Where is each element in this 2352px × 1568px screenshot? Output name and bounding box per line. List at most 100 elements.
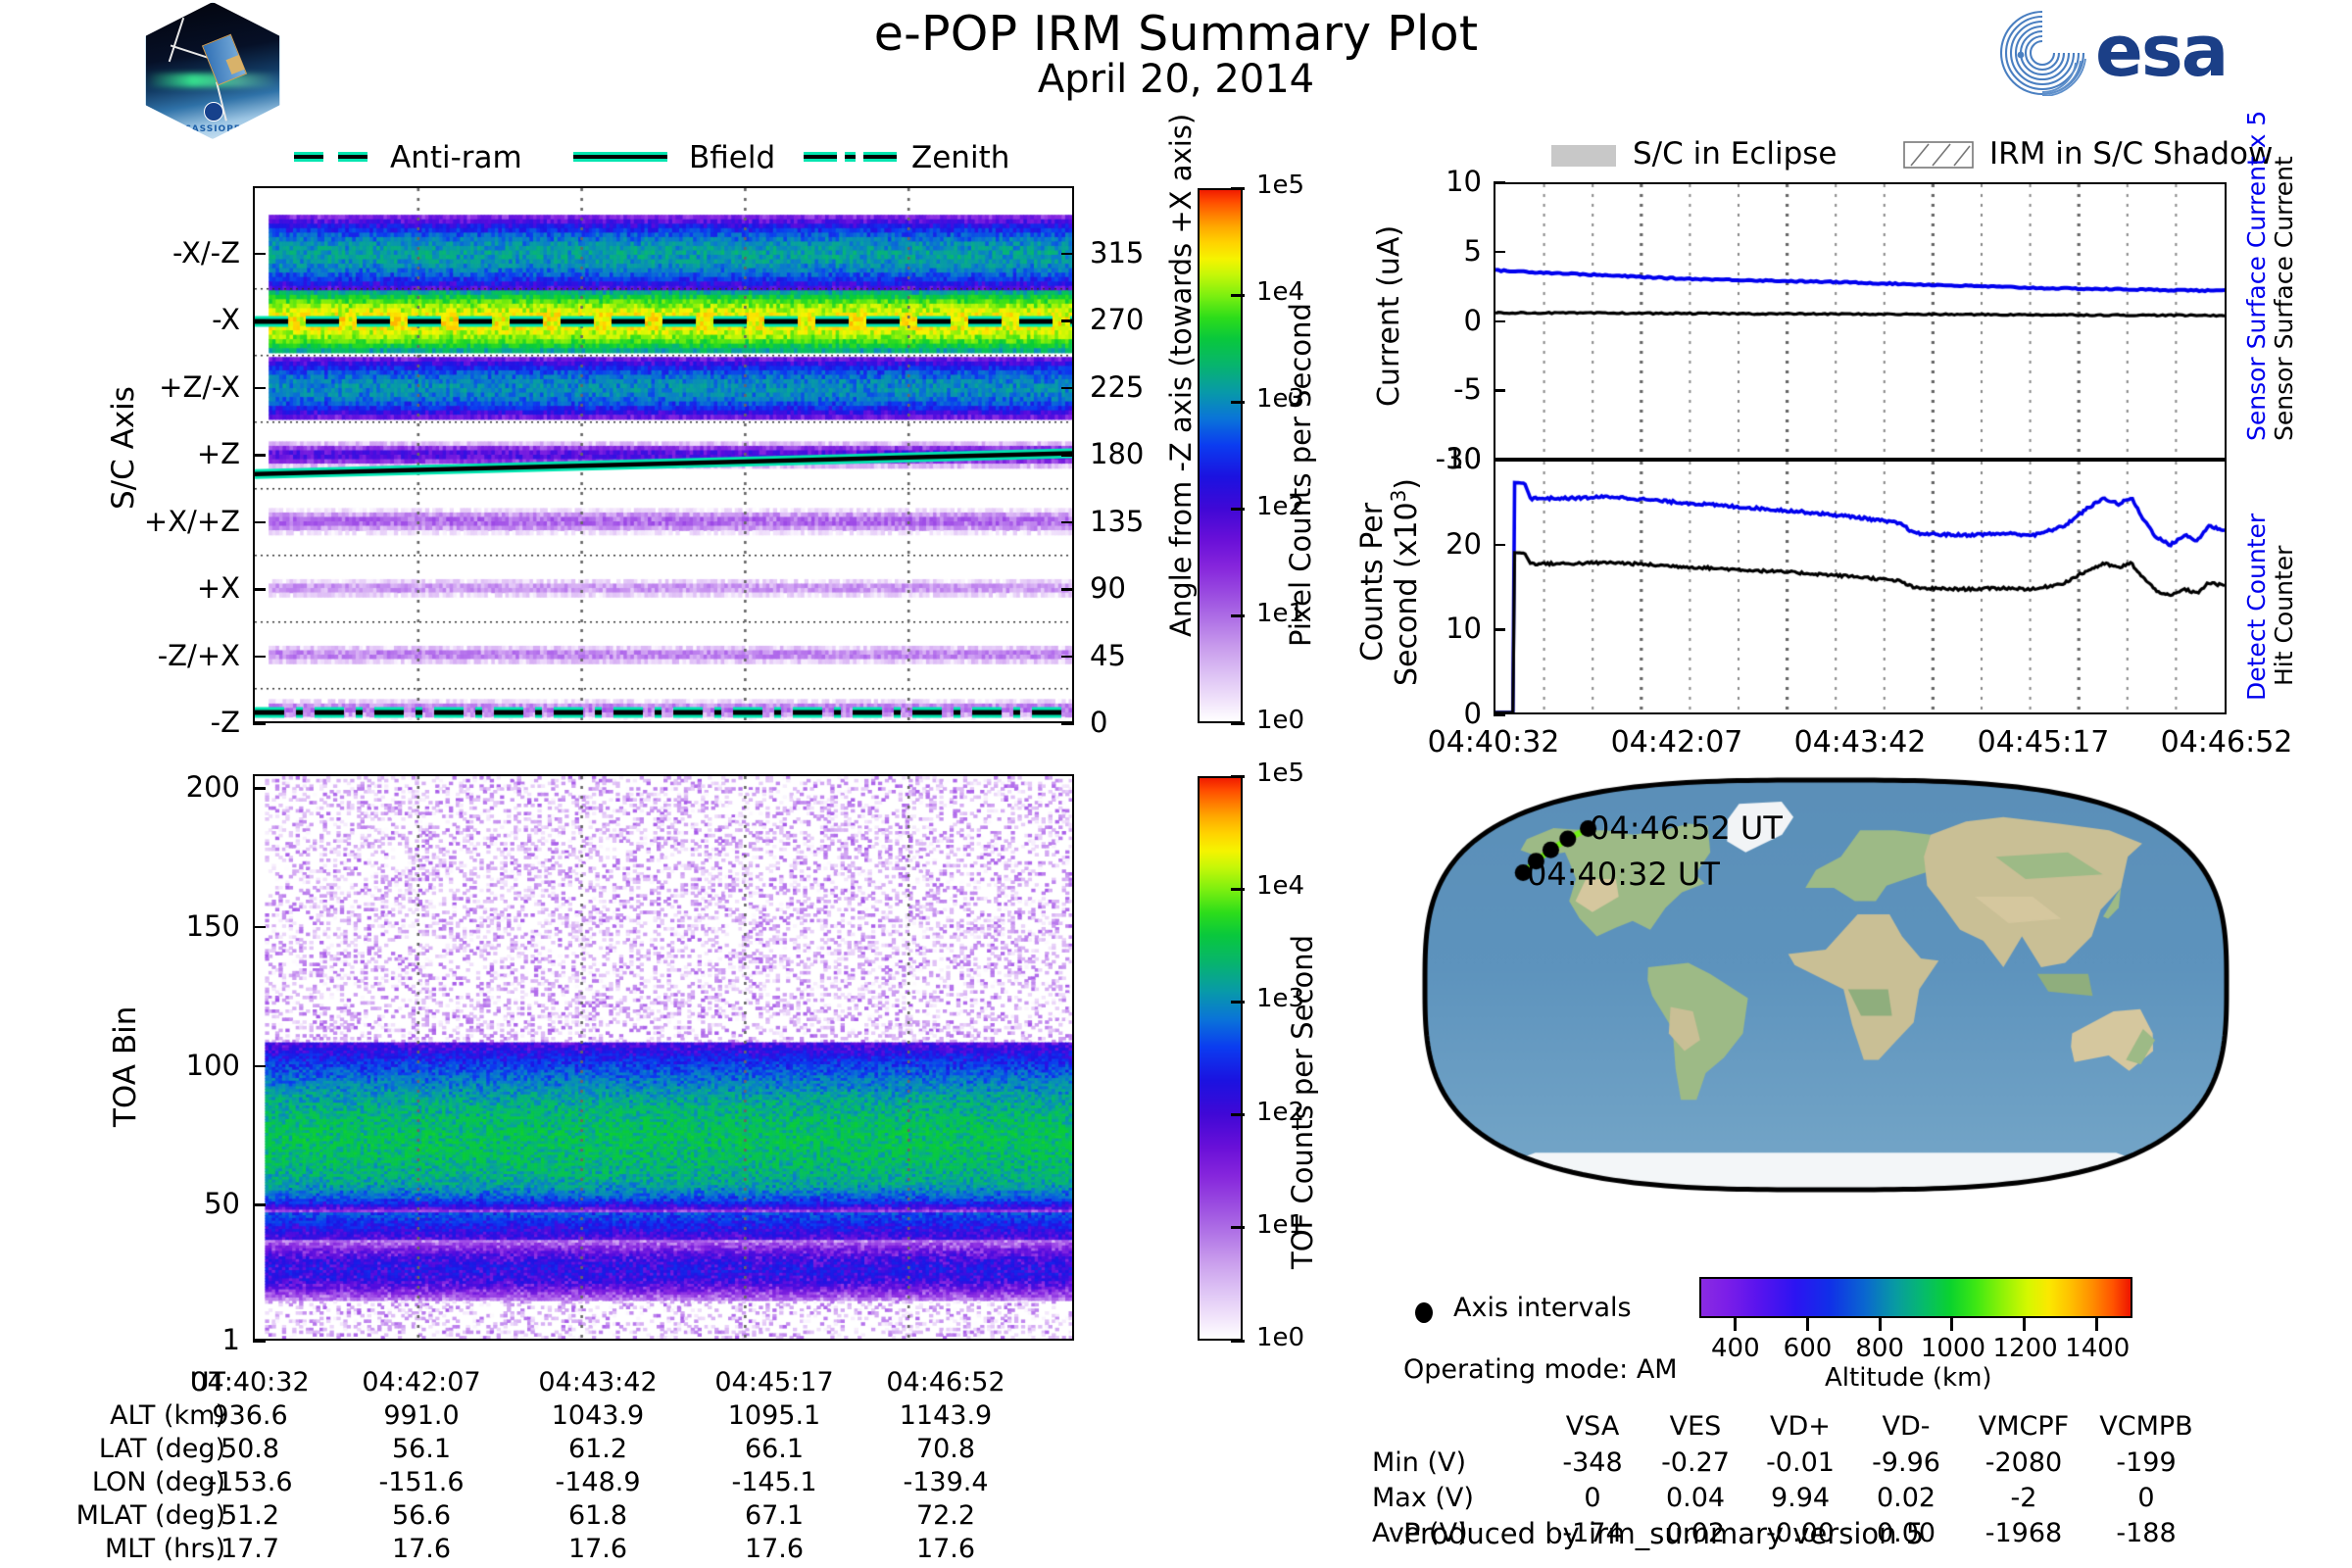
eph-cell-0-0: 04:40:32	[190, 1367, 310, 1397]
volt-col-header-0: VSA	[1565, 1411, 1620, 1442]
eph-cell-3-1: -151.6	[378, 1467, 465, 1497]
altitude-tick-label-2: 800	[1855, 1334, 1904, 1363]
eph-cell-2-4: 70.8	[915, 1434, 976, 1464]
pixel-colorbar-tick-mark-1	[1231, 293, 1245, 297]
pixel-colorbar-tick-label-5: 1e0	[1256, 706, 1305, 735]
volt-cell-2-0: -174	[1562, 1518, 1623, 1548]
pixel-colorbar	[1198, 188, 1243, 723]
pixel-ytick-mark-r-3	[1061, 454, 1074, 457]
counts-ytick-3: 0	[1463, 697, 1482, 730]
eph-cell-4-4: 72.2	[915, 1500, 976, 1531]
pixel-ytick-left-3: +Z	[196, 437, 240, 470]
ground-track-map	[1419, 774, 2232, 1196]
eph-row-label-1: ALT (km)	[110, 1400, 225, 1431]
esa-wordmark: esa	[2095, 10, 2229, 92]
toa-ytick-0: 200	[185, 770, 240, 805]
esa-logo: esa	[1999, 8, 2342, 98]
eph-cell-3-3: -145.1	[731, 1467, 817, 1497]
counts-xtick-1: 04:42:07	[1610, 725, 1743, 760]
current-ytick-mark-3	[1494, 389, 1505, 392]
pixel-ytick-mark-r-4	[1061, 520, 1074, 523]
pixel-ytick-left-0: -X/-Z	[172, 235, 240, 270]
pixel-ytick-mark-l-6	[253, 655, 266, 658]
legend-antiram-label: Anti-ram	[390, 140, 522, 175]
pixel-ytick-mark-r-1	[1061, 319, 1074, 322]
toa-colorbar	[1198, 776, 1243, 1341]
toa-ytick-mark-2	[253, 1064, 266, 1067]
eph-cell-0-2: 04:43:42	[538, 1367, 658, 1397]
pixel-colorbar-tick-label-0: 1e5	[1256, 171, 1305, 200]
legend-shadow-label: IRM in S/C Shadow	[1989, 136, 2274, 172]
counts-ytick-mark-3	[1494, 713, 1505, 716]
counts-plot	[1494, 460, 2227, 714]
counts-ytick-mark-0	[1494, 459, 1505, 462]
counts-plot-right-label-blue: Detect Counter	[2242, 513, 2271, 701]
eph-cell-3-2: -148.9	[555, 1467, 641, 1497]
pixel-ytick-left-7: -Z	[210, 706, 240, 739]
volt-cell-0-0: -348	[1562, 1447, 1623, 1478]
altitude-tick-label-5: 1400	[2065, 1334, 2131, 1363]
eph-cell-5-1: 17.6	[391, 1534, 452, 1564]
eph-cell-2-3: 66.1	[744, 1434, 805, 1464]
pixel-colorbar-tick-mark-3	[1231, 508, 1245, 512]
altitude-tick-mark-3	[1950, 1318, 1954, 1331]
toa-colorbar-tick-mark-1	[1231, 887, 1245, 891]
eph-cell-4-1: 56.6	[391, 1500, 452, 1531]
eph-row-label-2: LAT (deg)	[98, 1434, 225, 1464]
axis-intervals-legend-label: Axis intervals	[1453, 1293, 1632, 1323]
voltage-table: VSA VES VD+ VD- VMCPF VCMPB Min (V) -348 -0.27 -0…	[1372, 1411, 2352, 1548]
current-ytick-1: 5	[1463, 233, 1482, 268]
counts-xtick-0: 04:40:32	[1427, 725, 1560, 760]
altitude-tick-label-1: 600	[1783, 1334, 1833, 1363]
volt-cell-0-4: -2080	[1984, 1447, 2063, 1478]
counts-ytick-0: 30	[1446, 442, 1482, 475]
altitude-tick-mark-0	[1734, 1318, 1738, 1331]
volt-row-label-2: Ave (V)	[1372, 1518, 1468, 1548]
toa-ytick-mark-1	[253, 925, 266, 929]
volt-cell-1-1: 0.04	[1665, 1483, 1726, 1513]
pixel-ytick-right-0: 315	[1090, 235, 1145, 270]
page-subtitle: April 20, 2014	[1037, 57, 1315, 102]
pixel-ytick-mark-l-1	[253, 319, 266, 322]
current-ytick-4: -10	[1435, 442, 1482, 475]
current-plot-right-label-blue: Sensor Surface Current x 5	[2242, 110, 2271, 441]
eph-cell-4-3: 67.1	[744, 1500, 805, 1531]
counts-ytick-mark-1	[1494, 543, 1505, 547]
pixel-ytick-mark-r-0	[1061, 252, 1074, 255]
eph-row-label-0: UT	[189, 1367, 225, 1397]
toa-colorbar-tick-mark-2	[1231, 1000, 1245, 1004]
toa-colorbar-tick-label-4: 1e1	[1256, 1209, 1305, 1240]
altitude-tick-mark-5	[2094, 1318, 2098, 1331]
eph-cell-0-1: 04:42:07	[362, 1367, 481, 1397]
toa-colorbar-tick-label-5: 1e0	[1256, 1323, 1305, 1352]
counts-plot-ylabel: Counts Per Second (x103)	[1355, 477, 1424, 686]
cassiope-badge-label: CASSIOPE	[184, 124, 241, 134]
pixel-colorbar-tick-label-4: 1e1	[1256, 598, 1305, 628]
toa-ytick-2: 100	[185, 1048, 240, 1082]
toa-colorbar-tick-mark-0	[1231, 774, 1245, 778]
altitude-colorbar-label: Altitude (km)	[1825, 1363, 1992, 1393]
volt-cell-2-3: 0.00	[1876, 1518, 1936, 1548]
counts-xtick-2: 04:43:42	[1793, 725, 1927, 760]
volt-row-label-0: Min (V)	[1372, 1447, 1467, 1478]
pixel-ytick-mark-l-2	[253, 386, 266, 389]
volt-cell-1-3: 0.02	[1876, 1483, 1936, 1513]
toa-colorbar-tick-label-0: 1e5	[1256, 759, 1305, 788]
counts-ytick-2: 10	[1446, 612, 1482, 646]
operating-mode-label: Operating mode: AM	[1403, 1354, 1678, 1385]
volt-row-label-1: Max (V)	[1372, 1483, 1474, 1513]
pixel-ytick-left-4: +X/+Z	[143, 504, 240, 538]
cassiope-mission-badge: CASSIOPE	[145, 2, 280, 139]
toa-colorbar-tick-mark-5	[1231, 1339, 1245, 1343]
eph-cell-0-3: 04:45:17	[714, 1367, 834, 1397]
pixel-ytick-right-4: 135	[1090, 504, 1145, 538]
eph-cell-2-1: 56.1	[391, 1434, 452, 1464]
legend-zenith-label: Zenith	[911, 140, 1010, 175]
pixel-colorbar-tick-mark-2	[1231, 400, 1245, 404]
volt-cell-0-5: -199	[2116, 1447, 2177, 1478]
volt-cell-2-2: -0.00	[1766, 1518, 1835, 1548]
ephemeris-table: UT 04:40:32 04:42:07 04:43:42 04:45:17 04:46:…	[0, 1367, 1176, 1564]
eph-cell-1-3: 1095.1	[727, 1400, 821, 1431]
volt-col-header-1: VES	[1669, 1411, 1722, 1442]
volt-cell-0-2: -0.01	[1766, 1447, 1835, 1478]
